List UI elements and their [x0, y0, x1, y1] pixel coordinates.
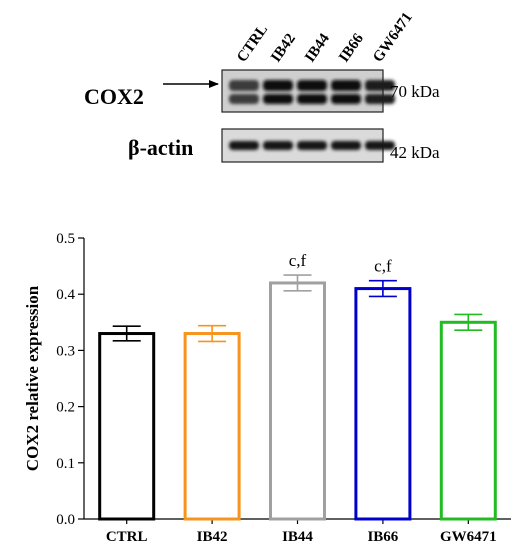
bar-ctrl [98, 332, 156, 521]
bar-gw6471 [439, 320, 497, 521]
bar-ib44 [269, 281, 326, 521]
y-tick-label: 0.5 [56, 231, 75, 247]
y-tick-label: 0.4 [56, 287, 75, 303]
cox2-band-lower [365, 94, 395, 104]
lane-label-ctrl: CTRL [234, 22, 271, 65]
x-tick-label-ctrl: CTRL [106, 529, 148, 545]
lane-label-ib44: IB44 [302, 30, 333, 65]
error-bar-gw6471 [454, 313, 483, 331]
bar-ib66 [354, 287, 412, 521]
x-tick-label-gw6471: GW6471 [440, 529, 497, 545]
beta-actin-band [365, 141, 395, 150]
significance-label: c,f [289, 251, 307, 270]
cox2-band-upper [263, 80, 293, 91]
error-bar-ib66 [368, 279, 397, 298]
x-tick-label-ib66: IB66 [367, 529, 398, 545]
lane-label-gw6471: GW6471 [370, 10, 416, 66]
beta-actin-band [263, 141, 293, 150]
bars [98, 281, 497, 521]
cox2-band-upper [365, 80, 395, 91]
lane-label-ib42: IB42 [268, 31, 299, 65]
cox2-label: COX2 [84, 84, 144, 109]
cox2-kda-label: 70 kDa [390, 82, 440, 101]
y-tick-label: 0.3 [56, 343, 75, 359]
beta-actin-blot-strip [221, 128, 395, 163]
cox2-band-lower [229, 94, 259, 104]
cox2-band-upper [229, 80, 259, 91]
x-tick-label-ib44: IB44 [282, 529, 313, 545]
y-tick-label: 0.1 [56, 456, 75, 472]
bar-ib42 [183, 332, 241, 521]
error-bar-ib44 [283, 274, 312, 292]
annotations: c,f c,f [289, 251, 392, 276]
cox2-band-lower [331, 94, 361, 104]
y-axis: 0.0 0.1 0.2 0.3 0.4 0.5 [56, 231, 85, 528]
bar-chart: COX2 relative expression 0.0 0.1 0.2 0.3 0.4… [23, 231, 511, 545]
y-tick-label: 0.2 [56, 400, 75, 416]
error-bar-ctrl [112, 325, 141, 342]
cox2-band-upper [297, 80, 327, 91]
beta-actin-band [331, 141, 361, 150]
error-bars [112, 274, 483, 343]
x-tick-label-ib42: IB42 [197, 529, 228, 545]
beta-actin-bands [229, 141, 395, 150]
lane-label-ib66: IB66 [336, 30, 367, 65]
cox2-bands [229, 80, 395, 104]
y-axis-label: COX2 relative expression [23, 285, 42, 471]
beta-actin-kda-label: 42 kDa [390, 143, 440, 162]
significance-label: c,f [374, 257, 392, 276]
beta-actin-label: β-actin [128, 135, 193, 160]
beta-actin-band [229, 141, 259, 150]
x-axis: CTRL IB42 IB44 IB66 GW6471 [84, 518, 511, 545]
beta-actin-band [297, 141, 327, 150]
y-tick-label: 0.0 [56, 512, 75, 528]
cox2-band-lower [263, 94, 293, 104]
cox2-band-lower [297, 94, 327, 104]
cox2-blot-strip [221, 69, 395, 113]
error-bar-ib42 [198, 324, 227, 343]
cox2-band-upper [331, 80, 361, 91]
